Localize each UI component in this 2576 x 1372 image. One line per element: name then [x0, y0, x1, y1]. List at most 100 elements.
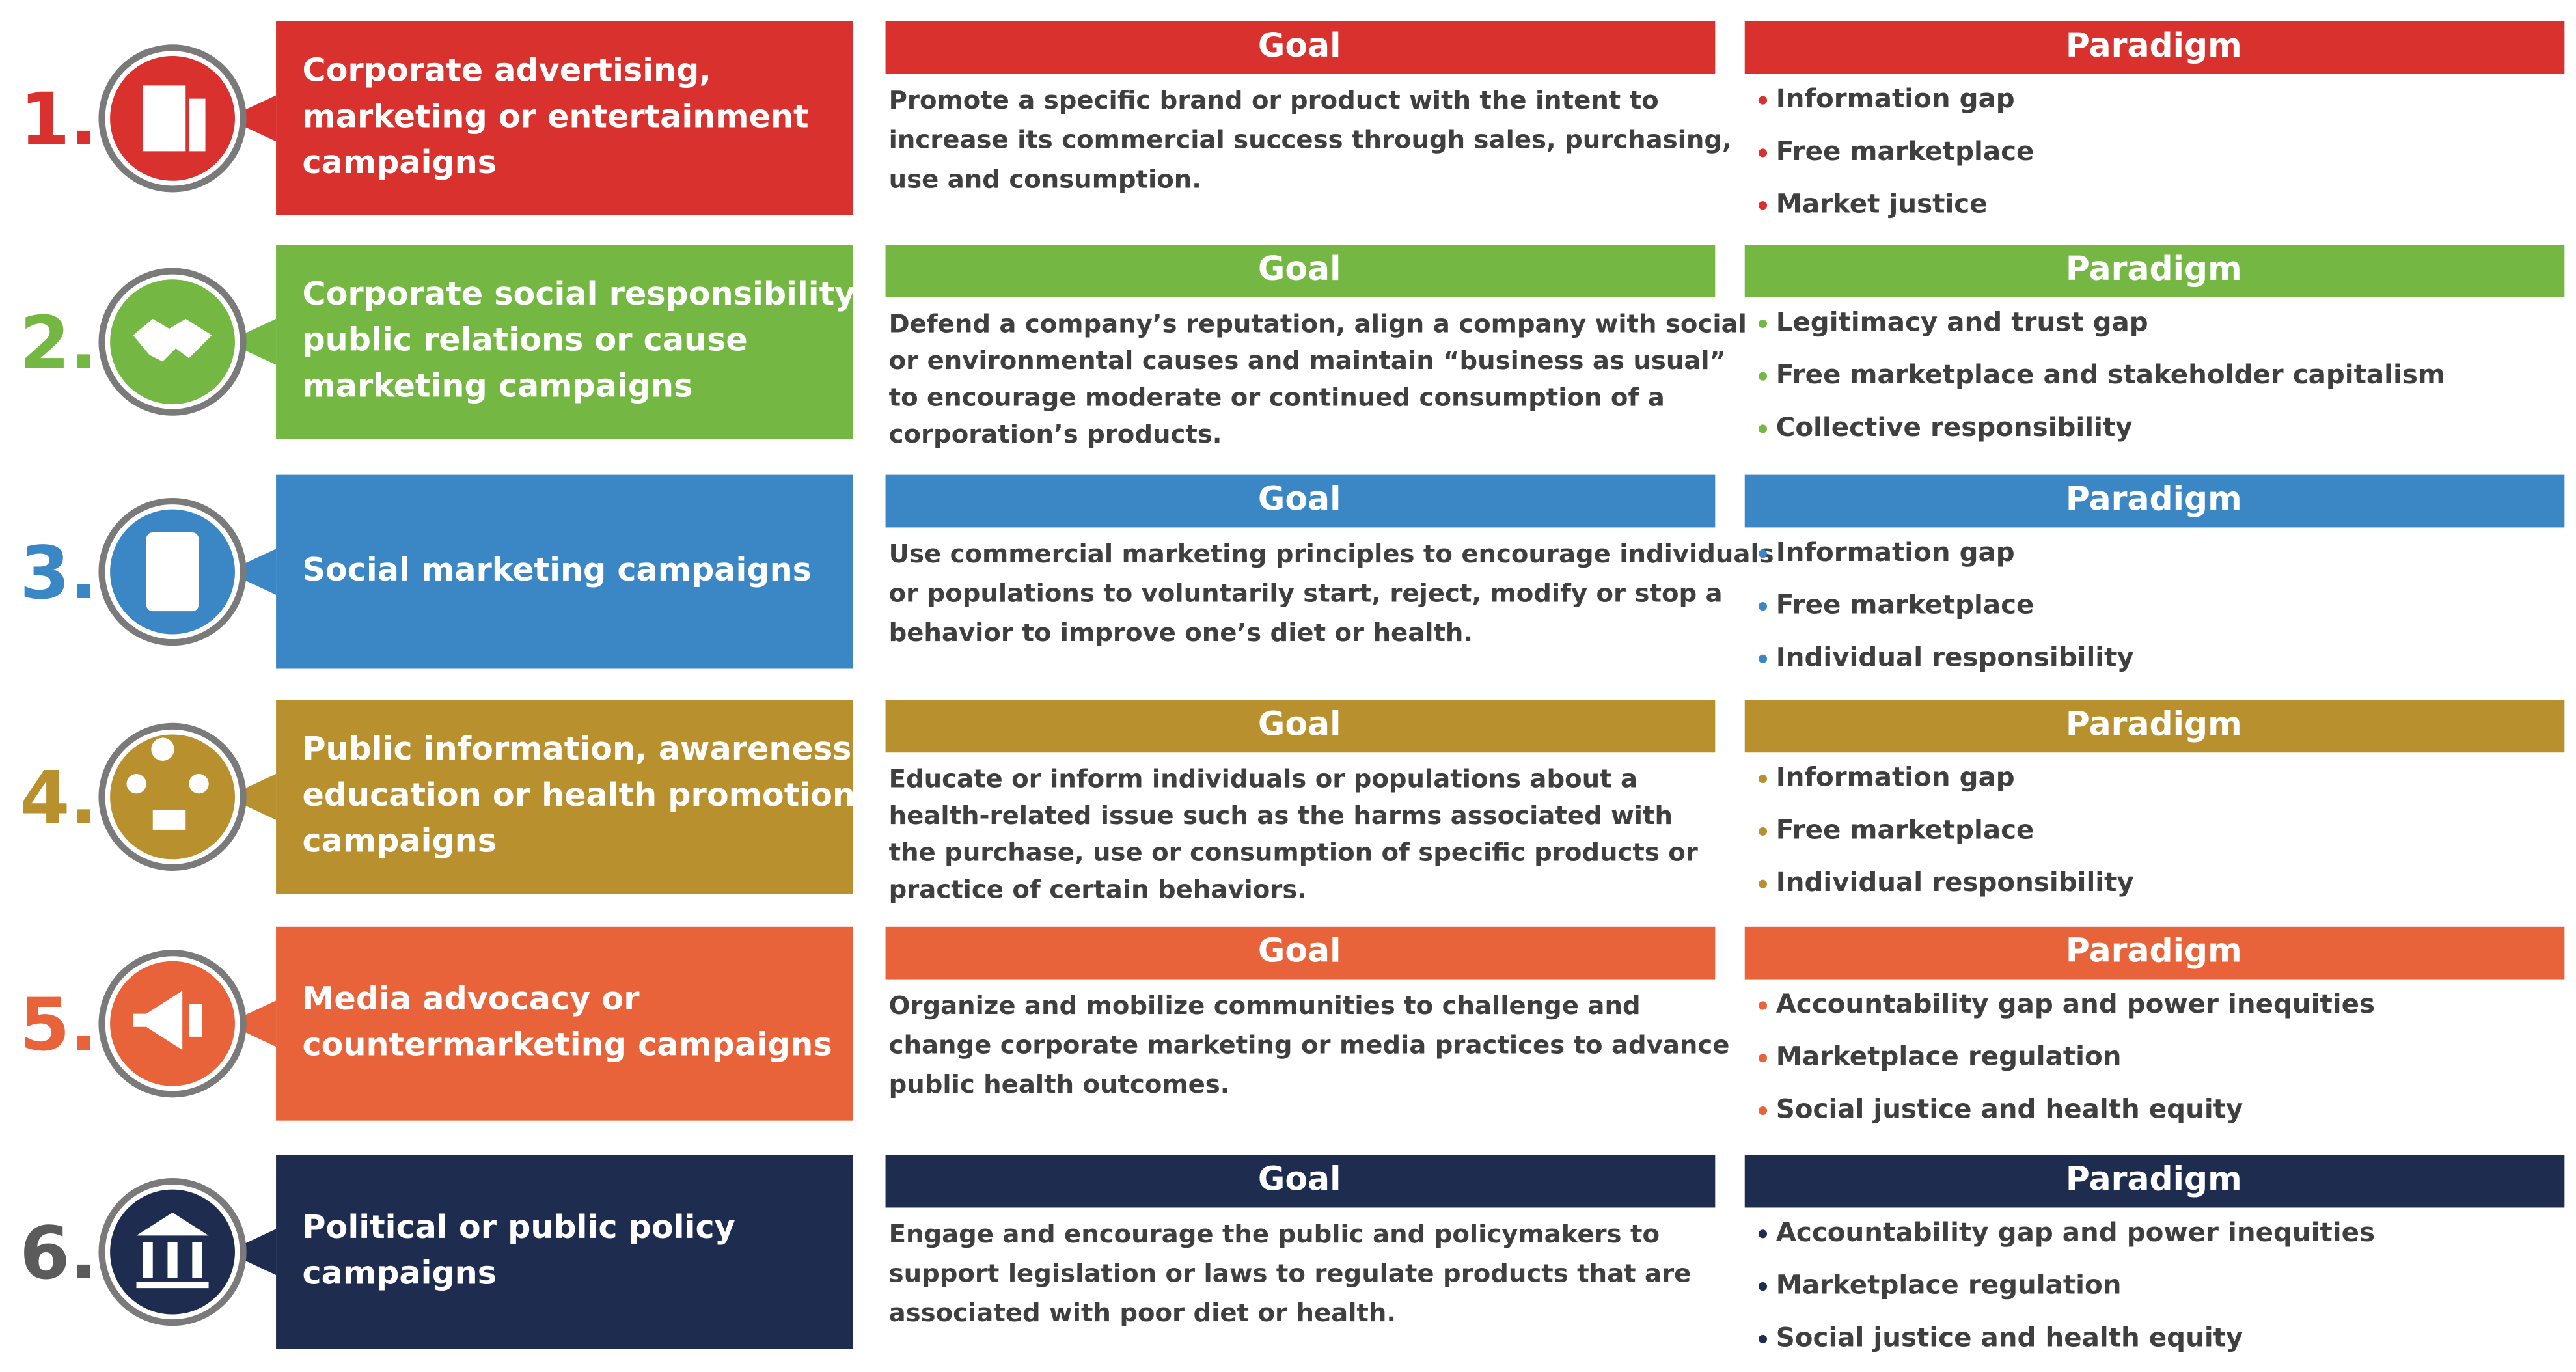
goal-header [885, 474, 1716, 528]
icon [146, 532, 199, 612]
paradigm-item: Market justice [1776, 189, 1988, 219]
campaign-title: campaigns [302, 143, 497, 181]
bullet [1758, 1334, 1768, 1343]
bullet [1758, 1229, 1768, 1239]
box-pointer [226, 95, 277, 142]
goal-text: support legislation or laws to regulate … [889, 1259, 1692, 1288]
bullet [1758, 96, 1768, 105]
box-pointer [226, 1229, 277, 1275]
bullet [1758, 602, 1768, 611]
paradigm-item: Information gap [1776, 762, 2015, 793]
paradigm-item: Individual responsibility [1776, 867, 2134, 898]
campaign-box [276, 926, 853, 1121]
icon [136, 1213, 209, 1289]
goal-text: Educate or inform individuals or populat… [889, 765, 1637, 794]
paradigm-header-text: Paradigm [2066, 704, 2242, 743]
icon [133, 991, 202, 1050]
paradigm-header-text: Paradigm [2066, 26, 2242, 64]
bullet [1758, 148, 1768, 158]
bullet [1758, 1282, 1768, 1291]
campaign-title: Corporate advertising, [302, 51, 711, 89]
box-pointer [226, 1000, 277, 1047]
campaign-title: public relations or cause [302, 321, 747, 359]
box-pointer [226, 549, 277, 595]
campaign-title: marketing campaigns [302, 366, 692, 404]
goal-text: to encourage moderate or continued consu… [889, 383, 1665, 413]
bullet [1758, 549, 1768, 558]
goal-text: the purchase, use or consumption of spec… [889, 838, 1698, 868]
bullet [1758, 319, 1768, 328]
campaign-title: marketing or entertainment [302, 97, 808, 135]
paradigm-item: Social justice and health equity [1776, 1094, 2243, 1125]
paradigm-item: Social justice and health equity [1776, 1322, 2243, 1352]
paradigm-item: Marketplace regulation [1776, 1041, 2122, 1072]
campaign-row: 6. Political or public policy campaigns Goa… [20, 1155, 2565, 1352]
row-number: 6. [20, 1212, 97, 1296]
campaign-box [276, 21, 853, 215]
icon-circle [110, 734, 235, 860]
paradigm-header-text: Paradigm [2066, 249, 2242, 288]
goal-header-text: Goal [1258, 704, 1341, 743]
campaign-title: countermarketing campaigns [302, 1026, 832, 1063]
icon [126, 737, 209, 830]
goal-header [885, 926, 1716, 980]
paradigm-item: Marketplace regulation [1776, 1270, 2122, 1300]
campaign-title: campaigns [302, 1254, 497, 1291]
row-number: 2. [20, 302, 97, 386]
campaign-row: 2. Corporate social responsibility, public… [20, 245, 2565, 449]
goal-header-text: Goal [1258, 931, 1341, 970]
goal-text: behavior to improve one’s diet or health… [889, 618, 1473, 648]
goal-text: change corporate marketing or media prac… [889, 1031, 1730, 1060]
goal-text: Organize and mobilize communities to cha… [889, 991, 1641, 1021]
campaign-title: Media advocacy or [302, 980, 640, 1017]
campaign-box [276, 700, 853, 894]
goal-text: Use commercial marketing principles to e… [889, 540, 1774, 569]
bullet [1758, 424, 1768, 433]
goal-header [885, 700, 1716, 753]
campaign-title: campaigns [302, 822, 497, 860]
campaign-title: Corporate social responsibility, [302, 275, 865, 312]
goal-text: increase its commercial success through … [889, 126, 1732, 155]
icon [143, 85, 206, 152]
paradigm-header [1744, 474, 2565, 528]
paradigm-item: Legitimacy and trust gap [1776, 307, 2148, 337]
campaign-title: Public information, awareness, [302, 730, 864, 767]
row-number: 1. [20, 78, 97, 162]
goal-header-text: Goal [1258, 1160, 1341, 1198]
goal-text: or environmental causes and maintain “bu… [889, 346, 1726, 376]
campaign-title: Social marketing campaigns [302, 551, 811, 588]
goal-text: associated with poor diet or health. [889, 1298, 1396, 1328]
paradigm-header [1744, 700, 2565, 753]
paradigm-header [1744, 926, 2565, 980]
paradigm-item: Free marketplace and stakeholder capital… [1776, 359, 2445, 390]
goal-text: or populations to voluntarily start, rej… [889, 579, 1723, 608]
paradigm-item: Information gap [1776, 83, 2015, 114]
campaign-row: 4. Public information, awareness, educatio… [20, 700, 2565, 904]
goal-text: practice of certain behaviors. [889, 875, 1307, 904]
goal-text: public health outcomes. [889, 1070, 1230, 1099]
goal-header-text: Goal [1258, 26, 1341, 64]
bullet [1758, 1054, 1768, 1063]
box-pointer [226, 318, 277, 365]
paradigm-header [1744, 1155, 2565, 1208]
row-number: 5. [20, 983, 97, 1067]
paradigm-item: Information gap [1776, 537, 2015, 568]
bullet [1758, 201, 1768, 210]
bullet [1758, 654, 1768, 663]
goal-text: Promote a specific brand or product with… [889, 86, 1659, 115]
bullet [1758, 1106, 1768, 1116]
bullet [1758, 1001, 1768, 1010]
paradigm-header-text: Paradigm [2066, 1160, 2242, 1198]
goal-text: Engage and encourage the public and poli… [889, 1220, 1660, 1249]
paradigm-item: Free marketplace [1776, 814, 2035, 845]
paradigm-header-text: Paradigm [2066, 931, 2242, 970]
paradigm-item: Free marketplace [1776, 590, 2035, 620]
campaign-row: 3. Social marketing campaigns Goal Use comm… [20, 474, 2565, 672]
bullet [1758, 372, 1768, 381]
paradigm-item: Collective responsibility [1776, 412, 2133, 443]
goal-text: corporation’s products. [889, 420, 1222, 449]
paradigm-item: Individual responsibility [1776, 642, 2134, 672]
campaign-box [276, 245, 853, 439]
